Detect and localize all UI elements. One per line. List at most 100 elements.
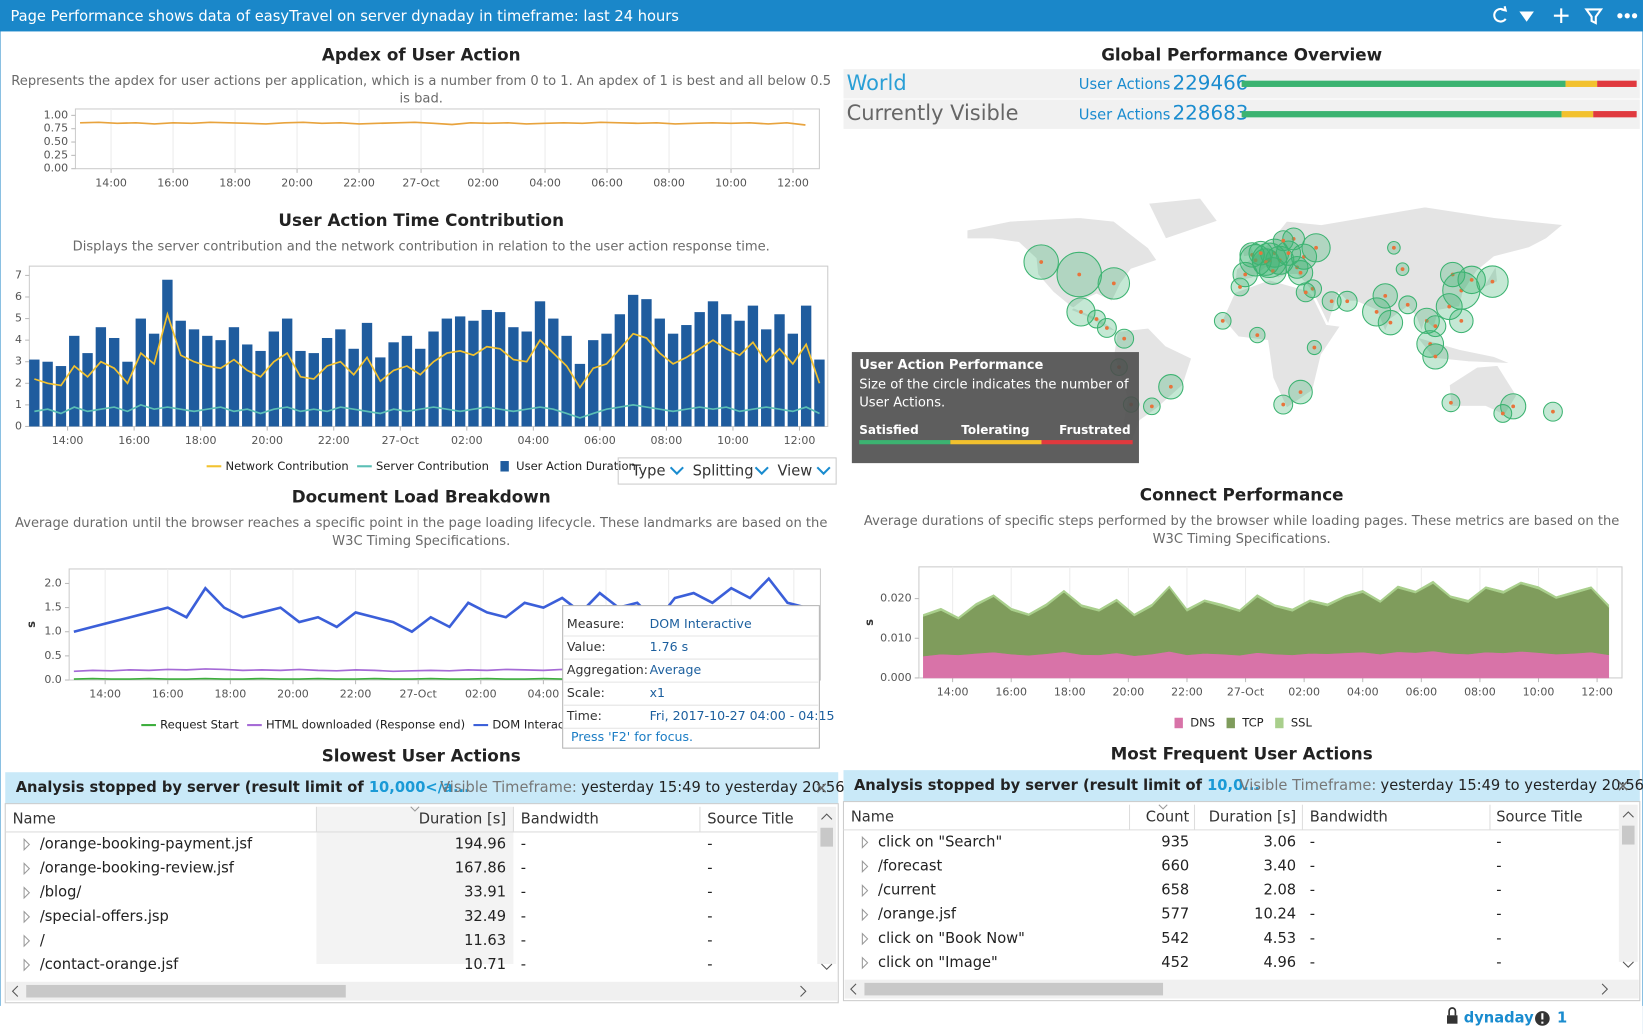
bar [454, 316, 466, 427]
bar [561, 335, 572, 427]
x-tick-label: 10:00 [717, 434, 749, 447]
table-cell: 167.86 [455, 860, 506, 877]
refresh-icon[interactable] [1493, 7, 1507, 23]
bubble-center [1255, 333, 1260, 337]
map-legend-level: Tolerating [961, 423, 1029, 437]
table-cell: - [521, 836, 526, 853]
control-view[interactable]: View [777, 463, 812, 480]
bar [747, 305, 759, 427]
bubble-center [1281, 402, 1286, 407]
bar [108, 337, 120, 427]
table-cell: - [1310, 954, 1315, 971]
refresh-arrow[interactable] [1501, 6, 1508, 12]
bubble-center [1392, 245, 1396, 250]
bubble-center [1449, 400, 1453, 405]
tables: Slowest User Actions Analysis stopped by … [4, 743, 1643, 1004]
server-name[interactable]: dynaday [1464, 1009, 1534, 1026]
filter-icon[interactable] [1584, 8, 1604, 25]
table-frame [842, 801, 1641, 1002]
table-cell: /orange.jsf [878, 906, 957, 923]
y-tick-label: 4 [15, 333, 22, 346]
expand-toggle[interactable] [861, 884, 869, 898]
scroll-up [1622, 811, 1634, 818]
bubble-center [1105, 326, 1109, 330]
x-tick-label: 22:00 [318, 434, 350, 447]
chart-title: User Action Time Contribution [278, 210, 564, 230]
bar [175, 320, 186, 427]
expand-toggle[interactable] [23, 886, 31, 900]
alert-mark [1541, 1021, 1544, 1024]
expand-toggle[interactable] [23, 910, 31, 924]
table-cell: - [521, 932, 526, 949]
bar [800, 305, 812, 427]
table-cell: - [521, 860, 526, 877]
bubble-center [1149, 404, 1154, 409]
table-cell: - [707, 932, 712, 949]
menu-dot[interactable] [1617, 13, 1623, 19]
table-cell: 542 [1161, 930, 1189, 947]
chevron[interactable] [754, 466, 769, 476]
table-cell: - [707, 956, 712, 973]
banner [843, 770, 1640, 802]
control-type[interactable]: Type [631, 463, 666, 480]
bubble-center [1374, 310, 1379, 314]
bar [681, 325, 692, 427]
timeframe-value: yesterday 15:49 to yesterday 20:56 [1381, 777, 1643, 794]
bar [441, 318, 453, 427]
bar [268, 331, 280, 427]
bubble-center [1388, 320, 1393, 325]
menu-dot[interactable] [1624, 13, 1630, 19]
expand-toggle[interactable] [23, 862, 31, 876]
expand-toggle[interactable] [861, 908, 869, 922]
expand-toggle[interactable] [861, 860, 869, 874]
banner-close[interactable] [1618, 781, 1628, 791]
chevron[interactable] [669, 466, 684, 476]
x-tick-label: 08:00 [1464, 686, 1496, 699]
x-tick-label: 16:00 [995, 686, 1027, 699]
x-tick-label: 22:00 [343, 176, 375, 189]
bar [494, 312, 506, 427]
bar [667, 333, 679, 427]
charts: Apdex of User Action 14:00 16:00 18:00 20:00… [15, 45, 1623, 732]
y-tick-label: 6 [15, 290, 22, 303]
expand-toggle[interactable] [23, 958, 31, 972]
alert-count[interactable]: 1 [1557, 1009, 1567, 1026]
expand-toggle[interactable] [23, 934, 31, 948]
bar [242, 344, 253, 427]
expand-toggle[interactable] [861, 932, 869, 946]
sorted-column [316, 806, 514, 964]
bar [468, 320, 479, 427]
tooltip-value: DOM Interactive [650, 616, 752, 631]
x-tick-label: 22:00 [1171, 686, 1203, 699]
map: Global Performance Overview World User Act… [843, 45, 1640, 464]
chart-controls[interactable]: Type Splitting View [617, 457, 837, 485]
overview-label: World [847, 71, 907, 95]
chevron[interactable] [816, 466, 831, 476]
banner-close[interactable] [816, 783, 827, 793]
tooltip-hint: Press 'F2' for focus. [571, 729, 693, 744]
y-tick-label: 1.00 [44, 108, 69, 121]
banner-link: 10,000</a... [369, 779, 470, 796]
header-title: Page Performance shows data of easyTrave… [10, 8, 678, 25]
control-splitting[interactable]: Splitting [693, 463, 754, 480]
legend-label: SSL [1291, 715, 1313, 729]
bar [29, 359, 40, 427]
bar [721, 314, 732, 427]
dropdown-icon[interactable] [1519, 11, 1534, 22]
legend-label: TCP [1241, 715, 1263, 729]
menu-dot[interactable] [1631, 13, 1638, 19]
banner-link: 10,0... [1207, 777, 1260, 794]
header-icons[interactable] [1493, 6, 1638, 25]
expand-toggle[interactable] [861, 956, 869, 970]
x-tick-label: 22:00 [340, 688, 372, 701]
add-icon[interactable] [1553, 8, 1569, 24]
expand-toggle[interactable] [23, 838, 31, 852]
bubble-center [1243, 272, 1248, 277]
tooltip-key: Scale: [567, 685, 605, 700]
expand-toggle[interactable] [861, 835, 869, 849]
bar [388, 342, 399, 427]
banner-message: Analysis stopped by server (result limit… [16, 779, 369, 796]
